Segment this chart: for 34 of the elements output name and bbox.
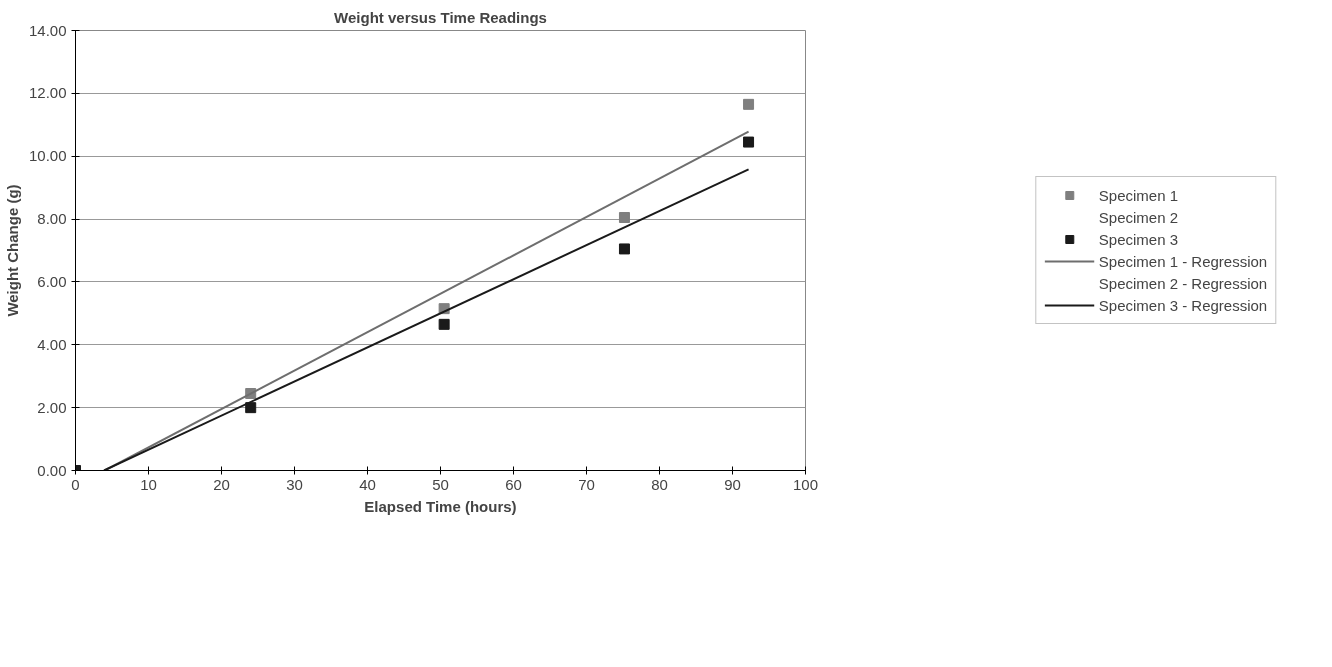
x-tick-label: 50 [432, 475, 449, 493]
text: Specimen 2 - Regression [1098, 274, 1268, 292]
legend-label: Specimen 1 - Regression [1098, 252, 1268, 270]
point [618, 243, 630, 255]
point [245, 402, 257, 414]
x-tick-label: 90 [724, 475, 741, 493]
y-tick-label: 6.00 [37, 272, 67, 290]
x-tick-label: 80 [651, 475, 668, 493]
x-tick-label: 30 [286, 475, 303, 493]
chart-title: Weight versus Time Readings [334, 8, 547, 26]
y-tick-label: 12.00 [28, 84, 67, 102]
legend-label: Specimen 1 [1098, 186, 1179, 204]
x-axis-title: Elapsed Time (hours) [364, 497, 517, 515]
y-axis-title: Weight Change (g) [3, 184, 21, 317]
y-tick-label: 0.00 [37, 461, 67, 479]
point [618, 212, 630, 223]
legend-label: Specimen 3 - Regression [1098, 296, 1268, 314]
x-tick-label: 10 [140, 475, 157, 493]
x-tick-label: 60 [505, 475, 522, 493]
y-tick-label: 4.00 [37, 335, 67, 353]
text: Specimen 2 [1098, 208, 1179, 226]
x-tick-label: 0 [71, 475, 80, 493]
x-tick-label: 100 [792, 475, 819, 493]
x-tick-label: 40 [359, 475, 376, 493]
y-tick-label: 2.00 [37, 398, 67, 416]
x-tick-label: 70 [578, 475, 595, 493]
x-tick-label: 20 [213, 475, 230, 493]
y-tick-label: 8.00 [37, 210, 67, 228]
y-tick-label: 14.00 [28, 21, 67, 39]
legend-label: Specimen 3 [1098, 230, 1179, 248]
y-tick-label: 10.00 [28, 147, 67, 165]
point [743, 136, 755, 148]
point [743, 98, 755, 110]
point [438, 318, 450, 330]
